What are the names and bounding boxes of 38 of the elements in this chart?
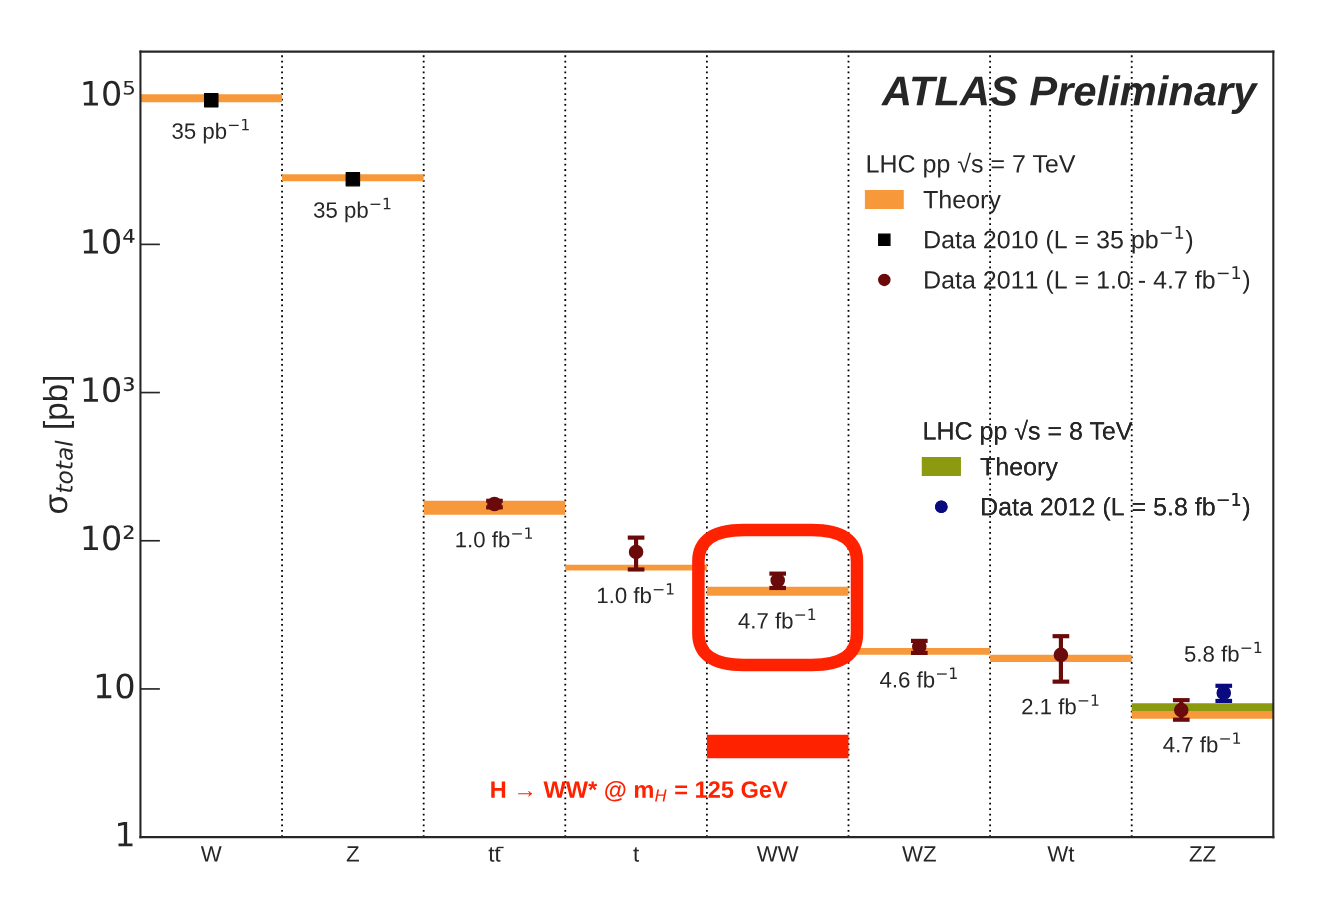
legend-label: Theory bbox=[980, 457, 1058, 481]
y-tick-label: 10 bbox=[96, 673, 134, 699]
y-axis-title: σ$_{total}$ [pb] bbox=[42, 376, 74, 514]
bar bbox=[706, 586, 849, 596]
x-tick-label: Z bbox=[346, 846, 359, 862]
data-label: 4.7 fb$^{−1}$ bbox=[738, 608, 816, 629]
legend-label: Theory bbox=[923, 190, 1001, 214]
legend-label: Data 2011 (L = 1.0 - 4.7 fb$^{−1}$) bbox=[925, 266, 1250, 294]
y-tick-label: 10⁵ bbox=[83, 80, 134, 106]
data-label: 1.0 fb$^{−1}$ bbox=[456, 527, 532, 548]
annotation: H → WW* @ m$_{H}$ = 125 GeV bbox=[491, 780, 788, 802]
data-label: 35 pb$^{−1}$ bbox=[313, 197, 391, 223]
y-tick-label: 1 bbox=[118, 822, 133, 847]
bar bbox=[282, 174, 424, 182]
bar bbox=[990, 654, 1132, 662]
x-tick-label: t bbox=[633, 847, 640, 862]
y-tick-label: 10² bbox=[83, 525, 134, 551]
annotation: LHC pp √s = 8 TeV bbox=[924, 419, 1133, 445]
y-tick-label: 10³ bbox=[83, 377, 134, 403]
bar bbox=[423, 500, 566, 515]
data-label: 4.7 fb$^{−1}$ bbox=[1163, 732, 1241, 753]
bar bbox=[706, 734, 849, 759]
data-label: 2.1 fb$^{−1}$ bbox=[1022, 694, 1099, 715]
annotation: LHC pp √s = 7 TeV bbox=[867, 152, 1076, 178]
x-tick-label: WZ bbox=[902, 846, 936, 862]
data-label: 1.0 fb$^{−1}$ bbox=[598, 583, 674, 604]
data-label: 5.8 fb$^{−1}$ bbox=[1184, 641, 1262, 662]
text: ATLAS Preliminary bbox=[881, 75, 1259, 114]
data-label: 4.6 fb$^{−1}$ bbox=[880, 667, 957, 688]
x-tick-label: ZZ bbox=[1189, 846, 1216, 862]
x-tick-label: W bbox=[200, 846, 222, 862]
legend-label: Data 2010 (L = 35 pb$^{−1}$) bbox=[925, 225, 1193, 254]
y-tick-label: 10⁴ bbox=[83, 228, 135, 255]
x-tick-label: tt̄ bbox=[488, 846, 504, 862]
x-tick-label: WW bbox=[756, 846, 799, 862]
x-tick-label: Wt bbox=[1047, 846, 1075, 862]
data-label: 35 pb$^{−1}$ bbox=[172, 118, 249, 144]
legend-label: Data 2012 (L = 5.8 fb$^{−1}$) bbox=[982, 492, 1250, 521]
